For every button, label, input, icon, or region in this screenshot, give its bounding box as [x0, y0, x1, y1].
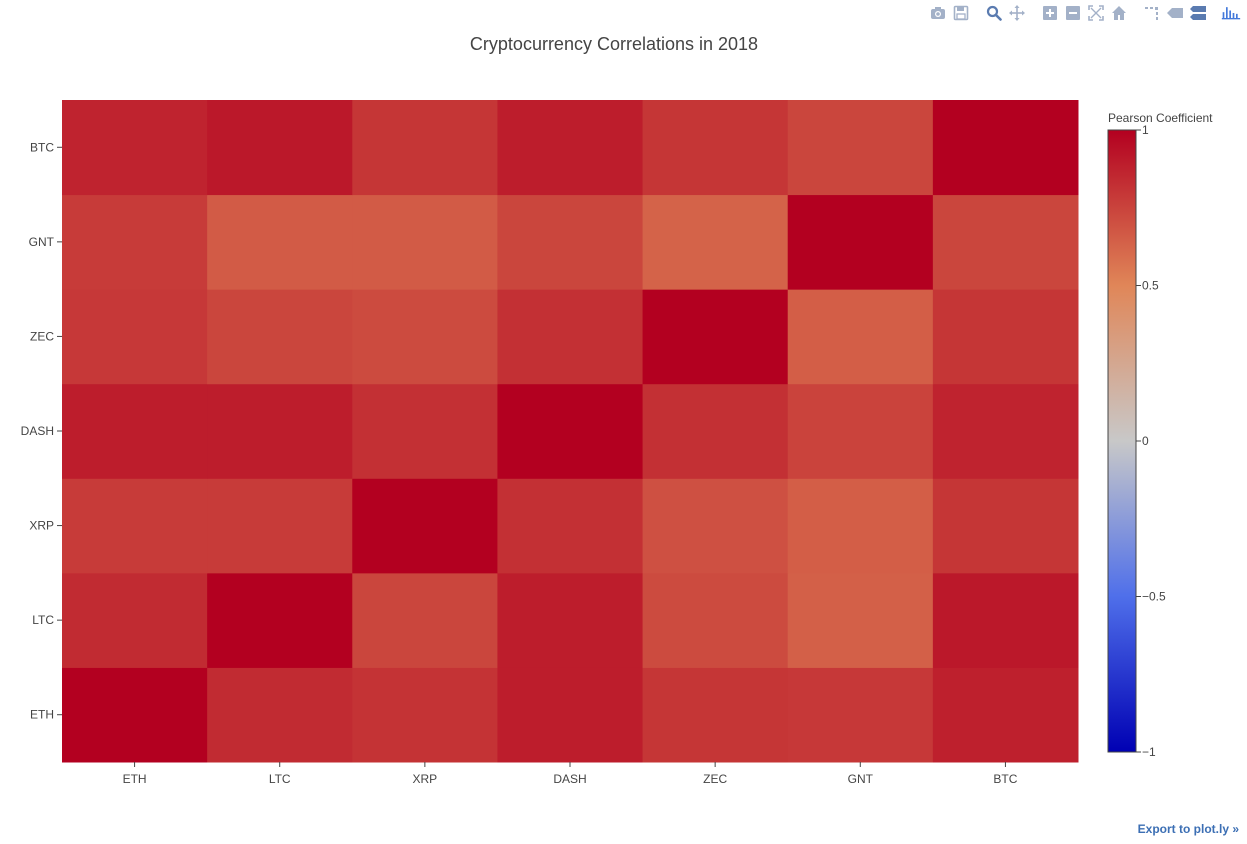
heatmap-cell-btc-xrp[interactable]: [352, 100, 498, 196]
x-tick-label: BTC: [993, 772, 1017, 786]
colorbar-gradient: [1107, 129, 1137, 753]
heatmap-cell-btc-eth[interactable]: [62, 100, 208, 196]
y-tick-label: XRP: [29, 519, 54, 533]
heatmap-cell-eth-btc[interactable]: [932, 667, 1079, 763]
plotly-logo-icon[interactable]: [1221, 4, 1241, 22]
x-tick-label: LTC: [269, 772, 291, 786]
heatmap-cell-eth-gnt[interactable]: [787, 667, 934, 763]
zoom-out-icon[interactable]: [1063, 4, 1083, 22]
heatmap-cell-btc-gnt[interactable]: [787, 100, 934, 196]
heatmap-cells: [62, 100, 1079, 763]
heatmap-cell-eth-eth[interactable]: [62, 667, 208, 763]
y-tick-label: DASH: [21, 424, 54, 438]
heatmap-cell-btc-zec[interactable]: [642, 100, 789, 196]
heatmap-cell-dash-dash[interactable]: [497, 383, 644, 479]
x-tick-label: DASH: [553, 772, 586, 786]
heatmap-cell-zec-ltc[interactable]: [207, 289, 353, 385]
heatmap-cell-zec-zec[interactable]: [642, 289, 789, 385]
heatmap-cell-dash-eth[interactable]: [62, 383, 208, 479]
heatmap-cell-btc-btc[interactable]: [932, 100, 1079, 196]
x-tick-label: ETH: [123, 772, 147, 786]
heatmap-cell-ltc-dash[interactable]: [497, 572, 644, 668]
x-tick-label: XRP: [413, 772, 438, 786]
heatmap-cell-xrp-dash[interactable]: [497, 478, 644, 574]
heatmap-cell-dash-gnt[interactable]: [787, 383, 934, 479]
heatmap-cell-eth-xrp[interactable]: [352, 667, 498, 763]
heatmap-cell-ltc-zec[interactable]: [642, 572, 789, 668]
heatmap-cell-zec-dash[interactable]: [497, 289, 644, 385]
colorbar-ticks: 1 0.5 0 −0.5 −1: [1136, 123, 1166, 759]
colorbar-tick-label: −0.5: [1142, 590, 1166, 604]
heatmap-cell-zec-xrp[interactable]: [352, 289, 498, 385]
modebar-group-export: [925, 4, 971, 22]
colorbar-tick-label: −1: [1142, 745, 1156, 759]
x-axis-ticks: ETH LTC XRP DASH ZEC GNT BTC: [123, 762, 1018, 786]
export-to-plotly-link[interactable]: Export to plot.ly »: [1137, 822, 1239, 836]
colorbar-tick-label: 0: [1142, 434, 1149, 448]
heatmap-cell-gnt-dash[interactable]: [497, 194, 644, 290]
save-icon[interactable]: [951, 4, 971, 22]
heatmap-cell-dash-ltc[interactable]: [207, 383, 353, 479]
heatmap-cell-gnt-zec[interactable]: [642, 194, 789, 290]
modebar: [915, 3, 1241, 23]
reset-axes-icon[interactable]: [1109, 4, 1129, 22]
heatmap-cell-gnt-ltc[interactable]: [207, 194, 353, 290]
heatmap-cell-xrp-eth[interactable]: [62, 478, 208, 574]
spike-lines-icon[interactable]: [1142, 4, 1162, 22]
heatmap-cell-gnt-xrp[interactable]: [352, 194, 498, 290]
colorbar: Pearson Coefficient 1 0.5 0 −0.5 −1: [1107, 111, 1213, 759]
zoom-in-icon[interactable]: [1040, 4, 1060, 22]
colorbar-tick-label: 1: [1142, 123, 1149, 137]
heatmap-cell-eth-zec[interactable]: [642, 667, 789, 763]
pan-icon[interactable]: [1007, 4, 1027, 22]
x-tick-label: GNT: [848, 772, 874, 786]
y-tick-label: BTC: [30, 140, 54, 154]
y-axis-ticks: ETH LTC XRP DASH ZEC GNT BTC: [21, 140, 62, 722]
heatmap-cell-ltc-btc[interactable]: [932, 572, 1079, 668]
camera-icon[interactable]: [928, 4, 948, 22]
heatmap-cell-ltc-ltc[interactable]: [207, 572, 353, 668]
heatmap-cell-xrp-btc[interactable]: [932, 478, 1079, 574]
heatmap-cell-xrp-xrp[interactable]: [352, 478, 498, 574]
chart-title: Cryptocurrency Correlations in 2018: [470, 34, 758, 54]
heatmap-cell-gnt-eth[interactable]: [62, 194, 208, 290]
colorbar-tick-label: 0.5: [1142, 279, 1159, 293]
colorbar-title: Pearson Coefficient: [1108, 111, 1213, 125]
heatmap-cell-eth-dash[interactable]: [497, 667, 644, 763]
heatmap-cell-zec-eth[interactable]: [62, 289, 208, 385]
heatmap-cell-dash-btc[interactable]: [932, 383, 1079, 479]
zoom-icon[interactable]: [984, 4, 1004, 22]
heatmap-cell-zec-btc[interactable]: [932, 289, 1079, 385]
heatmap-cell-dash-xrp[interactable]: [352, 383, 498, 479]
y-tick-label: ZEC: [30, 329, 54, 343]
heatmap-cell-dash-zec[interactable]: [642, 383, 789, 479]
y-tick-label: GNT: [29, 235, 55, 249]
heatmap-cell-eth-ltc[interactable]: [207, 667, 353, 763]
modebar-group-zoom: [1037, 4, 1129, 22]
heatmap-cell-ltc-xrp[interactable]: [352, 572, 498, 668]
heatmap-cell-gnt-gnt[interactable]: [787, 194, 934, 290]
modebar-group-drag: [981, 4, 1027, 22]
heatmap-cell-gnt-btc[interactable]: [932, 194, 1079, 290]
modebar-group-logo: [1218, 4, 1241, 22]
heatmap-cell-xrp-zec[interactable]: [642, 478, 789, 574]
hover-compare-icon[interactable]: [1188, 4, 1208, 22]
heatmap-cell-ltc-gnt[interactable]: [787, 572, 934, 668]
x-tick-label: ZEC: [703, 772, 727, 786]
y-tick-label: LTC: [32, 613, 54, 627]
heatmap-cell-zec-gnt[interactable]: [787, 289, 934, 385]
autoscale-icon[interactable]: [1086, 4, 1106, 22]
y-tick-label: ETH: [30, 708, 54, 722]
heatmap-cell-ltc-eth[interactable]: [62, 572, 208, 668]
modebar-group-hover: [1139, 4, 1208, 22]
heatmap-cell-xrp-gnt[interactable]: [787, 478, 934, 574]
hover-closest-icon[interactable]: [1165, 4, 1185, 22]
heatmap-cell-btc-dash[interactable]: [497, 100, 644, 196]
heatmap-cell-btc-ltc[interactable]: [207, 100, 353, 196]
heatmap-cell-xrp-ltc[interactable]: [207, 478, 353, 574]
